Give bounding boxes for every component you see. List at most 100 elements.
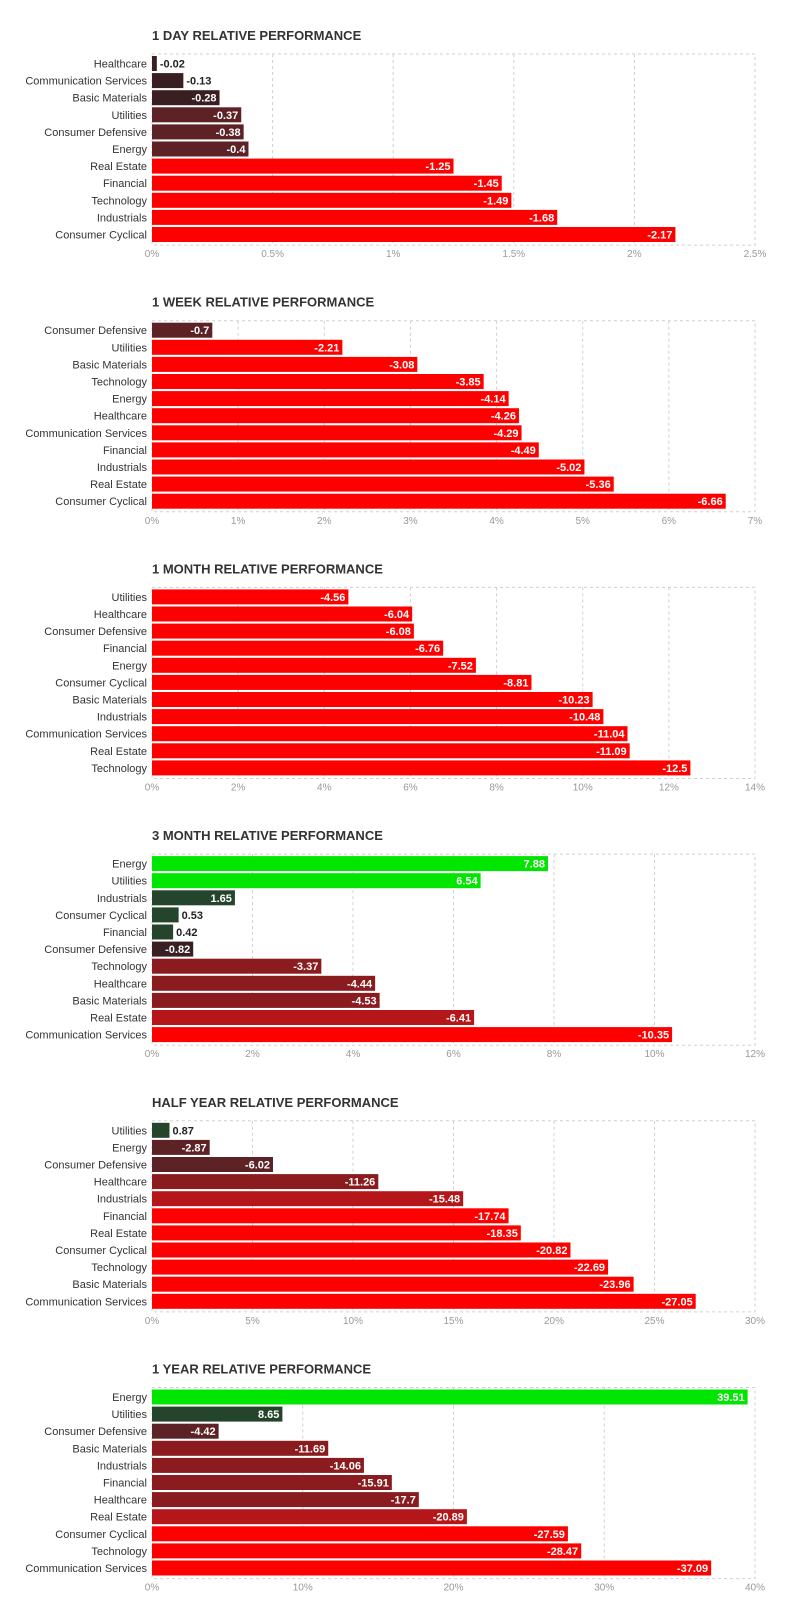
category-label: Energy: [112, 394, 147, 406]
bar: [152, 1423, 219, 1439]
chart-title: HALF YEAR RELATIVE PERFORMANCE: [152, 1095, 399, 1110]
bar-value-label: -6.04: [384, 609, 410, 621]
category-label: Real Estate: [90, 746, 147, 758]
bar-value-label: -20.82: [536, 1245, 567, 1257]
x-tick-label: 12%: [659, 783, 679, 794]
bar-value-label: -0.37: [213, 110, 238, 122]
category-label: Healthcare: [94, 411, 147, 423]
bar: [152, 623, 414, 639]
bar: [152, 606, 413, 622]
category-label: Technology: [91, 377, 147, 389]
category-label: Industrials: [97, 462, 148, 474]
bar: [152, 1259, 609, 1275]
bar: [152, 692, 593, 707]
bar: [152, 674, 532, 690]
bar-value-label: 8.65: [258, 1409, 279, 1421]
category-label: Communication Services: [25, 1563, 147, 1575]
x-tick-label: 1%: [231, 516, 246, 527]
plot-frame: [151, 320, 756, 513]
plot-frame: [151, 53, 756, 246]
bar-value-label: -3.37: [293, 961, 318, 973]
x-tick-label: 4%: [346, 1049, 361, 1060]
x-tick-label: 14%: [745, 783, 765, 794]
bar-value-label: -1.45: [474, 178, 499, 190]
bar: [152, 992, 380, 1008]
bar-value-label: -27.59: [534, 1529, 565, 1541]
x-tick-label: 2%: [245, 1049, 260, 1060]
bar: [152, 1157, 274, 1172]
bar-value-label: -0.02: [160, 59, 185, 71]
bar-value-label: -0.28: [191, 93, 216, 105]
x-tick-label: 8%: [489, 783, 504, 794]
bar: [152, 158, 454, 174]
bar: [152, 924, 174, 940]
bar-value-label: -4.53: [352, 995, 377, 1007]
category-label: Technology: [91, 1262, 147, 1274]
bar: [152, 1122, 170, 1138]
category-label: Financial: [103, 927, 147, 939]
category-label: Communication Services: [25, 1296, 147, 1308]
bar-value-label: -4.29: [493, 428, 518, 440]
category-label: Healthcare: [94, 59, 147, 71]
bar-value-label: -7.52: [448, 660, 473, 672]
category-label: Consumer Defensive: [44, 626, 147, 638]
category-label: Energy: [112, 859, 147, 871]
bar-value-label: -6.08: [386, 626, 411, 638]
bar: [152, 1225, 521, 1241]
bar: [152, 1139, 210, 1155]
x-tick-label: 20%: [443, 1583, 463, 1594]
category-label: Industrials: [97, 893, 148, 905]
bar: [152, 175, 502, 191]
bar: [152, 1457, 364, 1473]
bar: [152, 1526, 568, 1542]
bar: [152, 124, 244, 140]
x-tick-label: 0%: [145, 783, 160, 794]
bar-value-label: -0.4: [227, 144, 247, 156]
category-label: Financial: [103, 1211, 147, 1223]
x-tick-label: 40%: [745, 1583, 765, 1594]
bar-value-label: -1.49: [483, 195, 508, 207]
bar: [152, 227, 676, 242]
bar: [152, 890, 235, 906]
bar: [152, 1492, 419, 1508]
category-label: Healthcare: [94, 978, 147, 990]
category-label: Technology: [91, 763, 147, 775]
bar: [152, 1242, 571, 1258]
category-label: Energy: [112, 660, 147, 672]
category-label: Consumer Cyclical: [55, 677, 147, 689]
x-tick-label: 2.5%: [744, 249, 767, 260]
bar-value-label: -4.49: [511, 445, 536, 457]
bar: [152, 709, 604, 725]
plot-frame: [151, 586, 756, 780]
bar-value-label: -0.7: [190, 325, 209, 337]
bar: [152, 1191, 464, 1207]
x-tick-label: 8%: [547, 1049, 562, 1060]
x-tick-label: 3%: [403, 516, 418, 527]
x-tick-label: 2%: [231, 783, 246, 794]
bar-value-label: -4.56: [320, 592, 345, 604]
chart-6: 1 YEAR RELATIVE PERFORMANCE 0% 10% 20% 30% 40…: [25, 1362, 765, 1594]
category-label: Energy: [112, 1392, 147, 1404]
x-tick-label: 5%: [245, 1316, 260, 1327]
bar-value-label: 1.65: [210, 893, 231, 905]
bar: [152, 442, 539, 458]
bar-value-label: -3.85: [456, 377, 481, 389]
bar-value-label: -0.13: [186, 76, 211, 88]
bar: [152, 873, 481, 889]
bar: [152, 1389, 748, 1405]
bar: [152, 1543, 582, 1559]
category-label: Consumer Defensive: [44, 1160, 147, 1172]
chart-3: 1 MONTH RELATIVE PERFORMANCE 0% 2% 4% 6% 8% 10…: [25, 561, 765, 793]
bar: [152, 856, 548, 872]
x-tick-label: 0%: [145, 1049, 160, 1060]
category-label: Real Estate: [90, 1228, 147, 1240]
bar-value-label: -15.48: [429, 1194, 460, 1206]
bar-value-label: -11.09: [596, 746, 627, 758]
bar: [152, 1475, 392, 1490]
category-label: Utilities: [112, 342, 148, 354]
category-label: Basic Materials: [72, 695, 147, 707]
chart-title: 1 YEAR RELATIVE PERFORMANCE: [152, 1362, 371, 1377]
bar: [152, 907, 179, 923]
bar: [152, 459, 585, 475]
